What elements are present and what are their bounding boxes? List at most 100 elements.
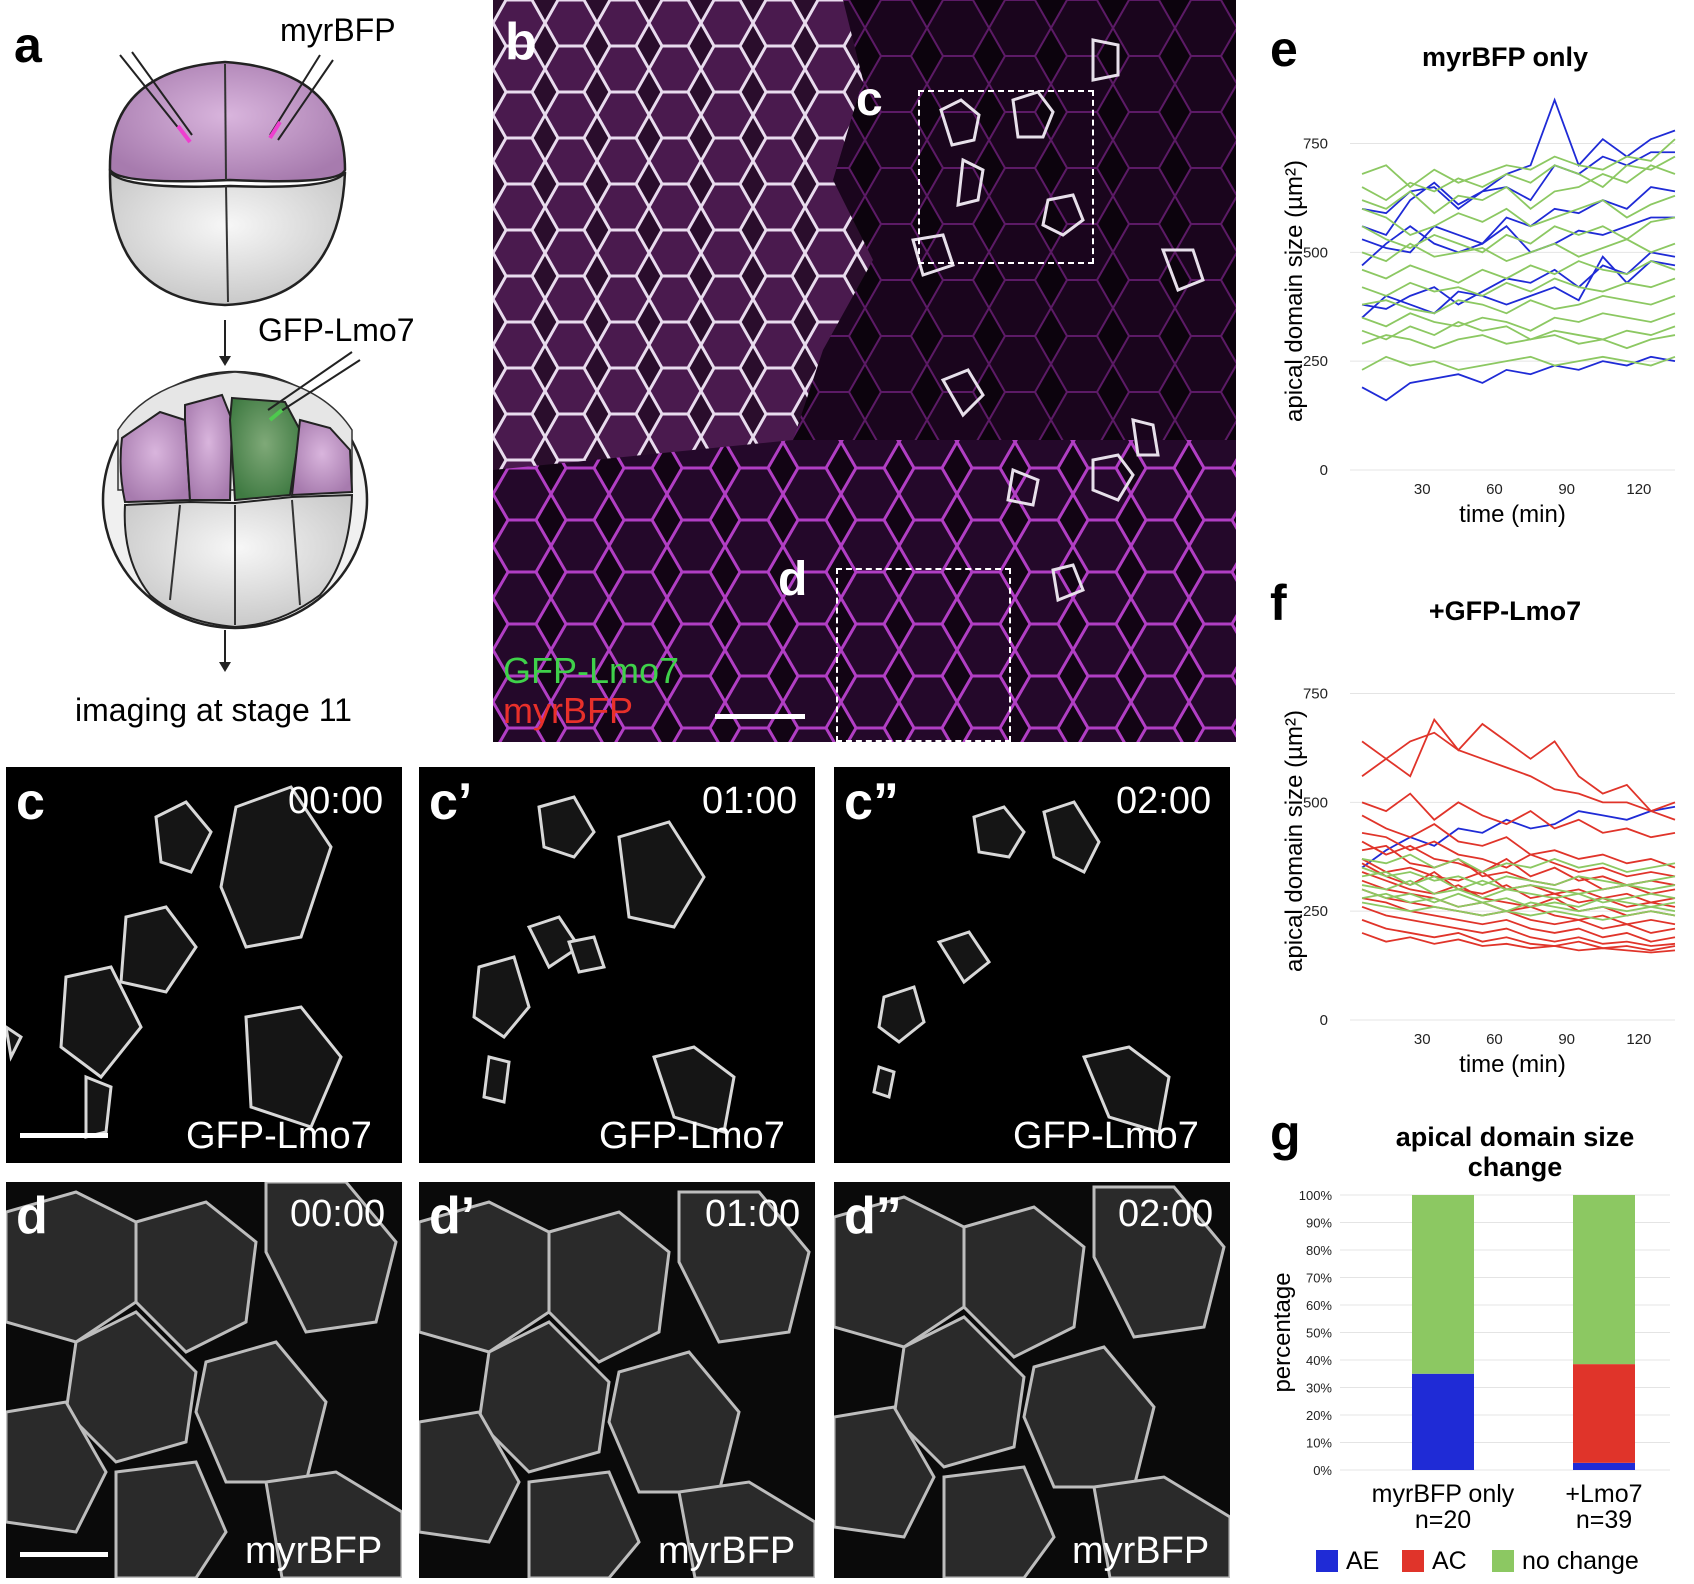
chart-e-series-2-ae	[1361, 186, 1676, 254]
chart-f-xtick-label: 120	[1626, 1031, 1651, 1048]
panel-d-frame-1-label: d’	[429, 1187, 476, 1245]
panel-d-frame-0	[6, 1182, 402, 1578]
panel-c-frame-0-cells	[6, 785, 343, 1139]
chart-e-series-12-no-change	[1361, 238, 1676, 263]
panel-e-label: e	[1270, 21, 1298, 77]
chart-g-bar-0-no-change	[1412, 1195, 1474, 1374]
region-box-d	[836, 568, 1011, 742]
panel-c-frame-2	[834, 767, 1230, 1163]
chart-g-ytick-label: 50%	[1306, 1326, 1332, 1341]
panel-c-frame-2-time: 02:00	[1116, 780, 1212, 822]
chart-e-series-1-ae	[1361, 97, 1676, 237]
four-cell-embryo	[108, 51, 347, 307]
panel-b-cell-network	[493, 0, 1236, 742]
chart-f-series-2-ac	[1361, 731, 1676, 821]
injection-label-myrbfp: myrBFP	[280, 12, 396, 48]
chart-g-legend-label: no change	[1522, 1547, 1639, 1575]
panel-d-frame-0-time: 00:00	[290, 1193, 386, 1235]
panel-d-frame-2-channel: myrBFP	[1072, 1530, 1210, 1572]
chart-f-ylabel: apical domain size (µm²)	[1281, 710, 1308, 972]
panel-d-frame-0-channel: myrBFP	[245, 1530, 383, 1572]
chart-e: 0 250 500 750 30 60 90 120 time (min) apical doma…	[1281, 97, 1676, 528]
chart-e-ylabel: apical domain size (µm²)	[1281, 160, 1308, 422]
chart-f-ytick-label: 250	[1303, 903, 1328, 920]
chart-e-series-16-no-change	[1361, 312, 1676, 332]
panel-d-frame-1-cells	[419, 1190, 815, 1578]
chart-g-ytick-label: 100%	[1299, 1188, 1333, 1203]
chart-f-title: +GFP-Lmo7	[1428, 596, 1582, 626]
chart-e-series-18-no-change	[1361, 334, 1676, 350]
panel-c-frame-1-time: 01:00	[702, 780, 798, 822]
chart-g-category-label: myrBFP only	[1372, 1480, 1515, 1508]
sixteen-cell-embryo	[101, 351, 369, 630]
chart-g-legend-swatch-no-change	[1492, 1550, 1514, 1572]
panel-c-frame-0	[6, 767, 402, 1163]
chart-g-ytick-label: 80%	[1306, 1243, 1332, 1258]
chart-g-ytick-label: 70%	[1306, 1271, 1332, 1286]
chart-e-series-5-ae	[1361, 255, 1676, 319]
panel-c-frame-1-label: c’	[429, 773, 473, 831]
chart-f-xtick-label: 30	[1414, 1031, 1431, 1048]
chart-e-ytick-label: 750	[1303, 136, 1328, 153]
panel-d-frame-1	[419, 1182, 815, 1578]
chart-f-series-12-ac	[1361, 888, 1676, 934]
box-c-label: c	[856, 73, 883, 126]
chart-f-series-18-no-change	[1361, 866, 1676, 887]
panel-d-frame-0-label: d	[16, 1187, 48, 1245]
chart-f-series-0-ae	[1361, 805, 1676, 869]
chart-e-ytick-label: 500	[1303, 244, 1328, 261]
chart-g-legend-label: AE	[1346, 1547, 1379, 1575]
chart-g-bar-1-no-change	[1573, 1195, 1635, 1365]
injection-label-gfp-lmo7: GFP-Lmo7	[258, 312, 415, 348]
box-d-label: d	[778, 553, 808, 606]
chart-f-series-13-ac	[1361, 897, 1676, 943]
panel-c-frame-1-channel: GFP-Lmo7	[599, 1115, 785, 1157]
chart-g-ytick-label: 30%	[1306, 1381, 1332, 1396]
chart-e-series-6-ae	[1361, 355, 1676, 402]
chart-e-xtick-label: 30	[1414, 481, 1431, 498]
chart-e-series-8-no-change	[1361, 155, 1676, 202]
chart-f-series-14-ac	[1361, 905, 1676, 947]
chart-f-series-4-ac	[1361, 814, 1676, 869]
panel-b-micrograph: c d GFP-Lmo7 myrBFP	[493, 0, 1236, 742]
panel-g-label: g	[1270, 1105, 1301, 1161]
panel-d-scale-bar	[20, 1552, 108, 1557]
panel-c-frame-0-label: c	[16, 773, 45, 831]
chart-f-ytick-label: 500	[1303, 794, 1328, 811]
chart-f-series-21-no-change	[1361, 888, 1676, 908]
chart-f-series-23-no-change	[1361, 901, 1676, 921]
chart-e-xtick-label: 60	[1486, 481, 1503, 498]
chart-f-series-22-no-change	[1361, 892, 1676, 913]
chart-f-xlabel: time (min)	[1459, 1051, 1566, 1078]
chart-f-series-10-ac	[1361, 871, 1676, 917]
chart-f: 0 250 500 750 30 60 90 120 time (min) apical doma…	[1281, 686, 1676, 1078]
panel-c-frame-0-channel: GFP-Lmo7	[186, 1115, 372, 1157]
chart-e-ytick-label: 0	[1320, 462, 1328, 479]
chart-e-title: myrBFP only	[1421, 42, 1589, 72]
chart-e-series-14-no-change	[1361, 277, 1676, 297]
chart-e-ytick-label: 250	[1303, 353, 1328, 370]
chart-e-series-17-no-change	[1361, 321, 1676, 341]
chart-f-xtick-label: 60	[1486, 1031, 1503, 1048]
chart-f-ytick-label: 750	[1303, 686, 1328, 703]
chart-f-ytick-label: 0	[1320, 1012, 1328, 1029]
chart-e-series-19-no-change	[1361, 355, 1676, 371]
chart-f-series-3-ac	[1361, 792, 1676, 839]
panel-a-label: a	[14, 17, 42, 73]
panel-c-frame-1	[419, 767, 815, 1163]
embryo-schematic	[101, 51, 369, 672]
chart-g-legend-label: AC	[1432, 1547, 1467, 1575]
chart-g-bar-1-ac	[1573, 1364, 1635, 1463]
chart-f-series-1-ac	[1361, 717, 1676, 813]
panel-d-frame-0-cells	[6, 1182, 402, 1578]
chart-g-title: apical domain size change	[1395, 1122, 1635, 1182]
chart-g-ytick-label: 20%	[1306, 1408, 1332, 1423]
panel-c-frame-1-cells	[472, 795, 736, 1134]
chart-g-legend-swatch-ae	[1316, 1550, 1338, 1572]
chart-f-xtick-label: 90	[1558, 1031, 1575, 1048]
panel-d-frame-2-time: 02:00	[1118, 1193, 1214, 1235]
scale-bar	[715, 714, 805, 719]
region-box-c	[918, 90, 1094, 264]
channel-label-gfp-lmo7: GFP-Lmo7	[503, 650, 680, 691]
panel-c-frame-0-time: 00:00	[288, 780, 384, 822]
